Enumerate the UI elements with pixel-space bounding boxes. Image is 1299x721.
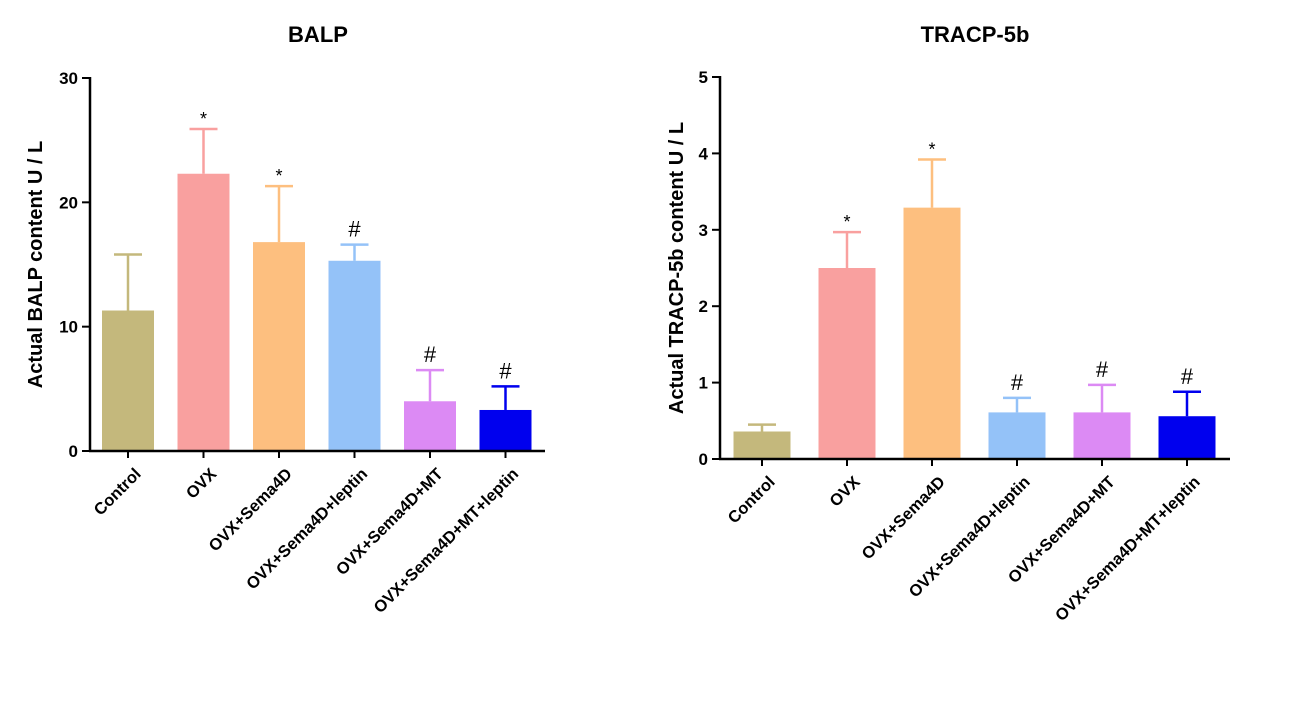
bar-1 — [733, 431, 791, 459]
category-label-1: Control — [91, 465, 145, 519]
bar-6 — [1158, 416, 1216, 459]
y-tick-label-0: 0 — [699, 450, 708, 469]
chart-balp: BALP Actual BALP content U / L Control * OVX… — [25, 22, 545, 617]
significance-marker-2: * — [200, 109, 207, 129]
bar-5 — [404, 401, 456, 451]
bar-4 — [328, 260, 381, 451]
bar-2 — [818, 268, 876, 459]
significance-marker-4: # — [1011, 370, 1024, 395]
bar-5 — [1073, 412, 1131, 459]
y-tick-label-0: 0 — [69, 442, 78, 461]
y-tick-label-2: 20 — [59, 193, 78, 212]
chart-title: BALP — [288, 22, 348, 47]
y-tick-label-3: 3 — [699, 221, 708, 240]
y-tick-label-2: 2 — [699, 297, 708, 316]
chart-tracp5b: TRACP-5b Actual TRACP-5b content U / L Con… — [666, 22, 1230, 625]
category-label-3: OVX+Sema4D — [859, 473, 949, 563]
category-label-1: Control — [725, 473, 779, 527]
bar-3 — [253, 242, 305, 451]
significance-marker-2: * — [843, 212, 850, 232]
significance-marker-3: * — [275, 166, 282, 186]
y-tick-label-3: 30 — [59, 69, 78, 88]
category-label-6: OVX+Sema4D+MT+leptin — [1052, 473, 1204, 625]
significance-marker-6: # — [1181, 364, 1194, 389]
significance-marker-4: # — [348, 217, 361, 242]
significance-marker-6: # — [499, 358, 512, 383]
y-tick-label-4: 4 — [699, 144, 709, 163]
chart-title: TRACP-5b — [921, 22, 1030, 47]
bar-3 — [903, 207, 961, 459]
significance-marker-5: # — [1096, 357, 1109, 382]
bar-4 — [988, 412, 1046, 459]
significance-marker-3: * — [928, 140, 935, 160]
y-axis-label: Actual BALP content U / L — [25, 141, 47, 388]
bar-2 — [177, 173, 230, 451]
category-label-4: OVX+Sema4D+leptin — [243, 465, 371, 593]
y-tick-label-1: 10 — [59, 318, 78, 337]
y-tick-label-5: 5 — [699, 68, 708, 87]
y-axis-label: Actual TRACP-5b content U / L — [666, 122, 688, 414]
y-tick-label-1: 1 — [699, 374, 708, 393]
bar-1 — [102, 310, 154, 451]
bar-6 — [479, 409, 532, 451]
category-label-6: OVX+Sema4D+MT+leptin — [370, 465, 522, 617]
significance-marker-5: # — [424, 342, 437, 367]
category-label-2: OVX — [183, 465, 220, 502]
category-label-2: OVX — [826, 473, 863, 510]
